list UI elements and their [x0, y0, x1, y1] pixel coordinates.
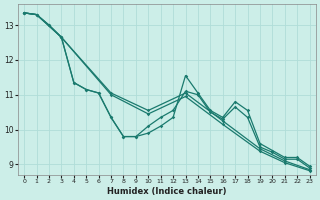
X-axis label: Humidex (Indice chaleur): Humidex (Indice chaleur) — [107, 187, 227, 196]
